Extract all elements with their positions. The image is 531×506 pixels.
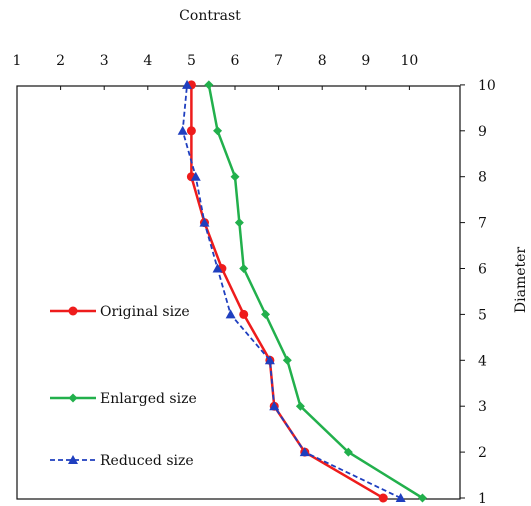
x-tick-label: 2 [56,53,65,69]
series-line-reduced-size [181,84,402,499]
legend-marker [68,306,78,316]
x-tick-label: 5 [187,53,196,69]
data-point-enlarged-size [230,172,240,182]
data-point-original-size [186,126,196,136]
legend-item-original-size: Original size [50,304,190,320]
y-tick-labels: 1 2 3 4 5 6 7 8 9 10 [460,78,496,506]
y-tick-label: 8 [478,170,487,186]
data-point-enlarged-size [213,126,223,136]
data-point-enlarged-size [295,401,305,411]
data-point-original-size [378,493,388,503]
data-point-reduced-size [299,447,310,457]
data-point-reduced-size [225,309,236,319]
series-line-original-size [190,84,384,500]
series-layer [177,79,427,503]
legend: Original size Enlarged size Reduced size [50,304,197,469]
legend-item-enlarged-size: Enlarged size [50,391,197,407]
y-tick-label: 7 [478,216,487,232]
legend-marker [68,393,78,403]
y-tick-label: 2 [478,445,487,461]
data-point-reduced-size [177,125,188,135]
legend-item-reduced-size: Reduced size [50,453,194,469]
data-point-enlarged-size [234,218,244,228]
y-tick-label: 1 [478,491,487,506]
x-tick-label: 7 [274,53,283,69]
legend-label: Enlarged size [100,391,197,407]
y-tick-label: 10 [478,78,496,94]
legend-label: Original size [100,304,190,320]
data-point-reduced-size [395,493,406,502]
x-tick-label: 9 [361,53,370,69]
x-tick-label: 1 [13,53,22,69]
y-tick-label: 3 [478,399,487,415]
x-tick-labels: 1 2 3 4 5 6 7 8 9 10 [13,53,418,90]
y-tick-label: 9 [478,124,487,140]
y-tick-label: 5 [478,307,487,323]
data-point-reduced-size [182,79,193,89]
data-point-enlarged-size [343,447,353,457]
x-tick-label: 4 [143,53,152,69]
x-tick-label: 6 [231,53,240,69]
data-point-enlarged-size [417,493,427,503]
y-tick-label: 6 [478,262,487,278]
data-point-reduced-size [264,355,275,365]
data-point-reduced-size [190,171,201,181]
x-tick-label: 3 [100,53,109,69]
y-tick-label: 4 [478,353,487,369]
series-line-enlarged-size [207,84,424,500]
data-point-enlarged-size [239,264,249,273]
series-reduced-size [177,79,406,502]
x-axis-title: Contrast [179,8,241,24]
legend-label: Reduced size [100,453,194,469]
data-point-reduced-size [212,263,223,273]
series-original-size [186,80,388,503]
data-point-enlarged-size [282,355,292,365]
y-axis-title: Diameter [513,247,529,314]
data-point-reduced-size [269,401,280,411]
data-point-original-size [239,309,249,319]
data-point-reduced-size [199,217,210,227]
x-tick-label: 8 [318,53,327,69]
data-point-enlarged-size [204,80,214,90]
x-tick-label: 10 [400,53,418,69]
plot-frame [16,85,461,500]
series-enlarged-size [204,80,427,503]
legend-marker [68,455,78,464]
data-point-enlarged-size [261,309,271,319]
